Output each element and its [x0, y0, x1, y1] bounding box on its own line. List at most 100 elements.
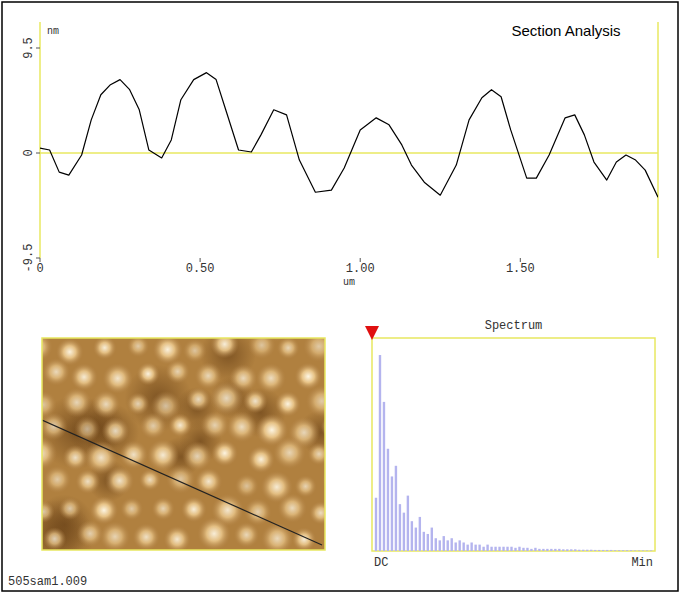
- afm-grain: [127, 392, 150, 415]
- spectrum-bar: [387, 449, 389, 551]
- frame: [2, 2, 678, 591]
- y-tick-label: 9.5: [22, 37, 36, 59]
- spectrum-bar: [618, 550, 620, 551]
- spectrum-bar: [622, 550, 624, 551]
- afm-grain: [278, 493, 307, 522]
- spectrum-bar: [614, 550, 616, 551]
- spectrum-bar: [506, 547, 508, 551]
- spectrum-bar: [439, 540, 441, 551]
- section-line: [42, 420, 322, 545]
- y-tick: [36, 48, 40, 49]
- afm-grain: [273, 436, 306, 469]
- spectrum-bar: [399, 504, 401, 551]
- afm-grain: [210, 381, 244, 415]
- plot-area: [40, 73, 658, 198]
- afm-grain: [42, 358, 70, 386]
- afm-grain: [261, 522, 293, 550]
- afm-grain: [152, 497, 175, 520]
- spectrum-bar: [578, 550, 580, 551]
- spectrum-bar: [490, 547, 492, 551]
- spectrum-bar: [443, 536, 445, 551]
- afm-grain: [166, 464, 195, 493]
- afm-grain: [42, 338, 53, 361]
- spectrum-bar: [518, 547, 520, 551]
- afm-frame: [42, 338, 325, 550]
- spectrum-bar: [395, 466, 397, 551]
- afm-grain: [164, 526, 191, 550]
- spectrum-bar: [494, 547, 496, 551]
- afm-grain: [277, 338, 300, 359]
- afm-grain: [59, 497, 82, 520]
- afm-grain: [100, 521, 131, 550]
- afm-grain: [309, 501, 325, 524]
- afm-grain: [63, 445, 88, 470]
- spectrum-bar: [391, 476, 393, 551]
- x-tick-label: 0.50: [186, 262, 215, 276]
- spectrum-bar: [482, 547, 484, 551]
- afm-grain: [105, 466, 134, 495]
- afm-grain: [195, 468, 222, 495]
- spectrum-bar: [642, 550, 644, 551]
- afm-grain: [168, 413, 192, 437]
- afm-grain: [137, 362, 160, 385]
- afm-grain: [248, 338, 276, 359]
- afm-grain: [183, 339, 207, 363]
- dc-marker: [365, 326, 379, 340]
- afm-grain: [44, 466, 72, 494]
- afm-grain: [92, 390, 120, 418]
- spectrum-bar: [638, 550, 640, 551]
- x-tick-label: 1.00: [346, 262, 375, 276]
- spectrum-bar: [574, 549, 576, 551]
- afm-grain: [211, 440, 238, 467]
- afm-grain: [166, 359, 190, 383]
- afm-grain: [70, 363, 97, 390]
- spectrum-bar: [466, 545, 468, 551]
- spectrum-bar: [383, 402, 385, 551]
- zero-line: [40, 152, 658, 154]
- file-name: 505sam1.009: [8, 575, 87, 589]
- spectrum-bar: [458, 540, 460, 551]
- x-axis-title: um: [343, 277, 355, 288]
- spectrum-bar: [538, 549, 540, 551]
- spectrum-frame: [372, 338, 655, 551]
- afm-grain: [133, 523, 160, 550]
- afm-grain: [303, 338, 325, 362]
- spectrum-bar: [534, 548, 536, 551]
- axis-right: [657, 22, 659, 258]
- axis-left: [39, 22, 41, 258]
- afm-grain: [120, 497, 143, 520]
- spectrum-bar: [570, 549, 572, 551]
- spectrum-bar: [602, 550, 604, 551]
- afm-grain: [119, 440, 148, 469]
- spectrum-bar: [546, 549, 548, 551]
- spectrum-bar: [415, 528, 417, 551]
- afm-grain: [42, 501, 55, 523]
- afm-grain: [235, 474, 259, 498]
- y-tick: [36, 258, 40, 259]
- spectrum-bar: [598, 550, 600, 551]
- spectrum-bar: [594, 550, 596, 551]
- afm-grain: [292, 527, 316, 550]
- afm-grain: [102, 417, 129, 444]
- afm-grain: [93, 338, 117, 360]
- spectrum-bar: [554, 549, 556, 551]
- y-tick-label: 0: [22, 149, 36, 156]
- spectrum-bar: [411, 521, 413, 551]
- spectrum-bar: [514, 548, 516, 551]
- afm-image: [42, 338, 325, 550]
- afm-grain: [308, 443, 325, 466]
- spectrum-bar: [606, 550, 608, 551]
- spectrum-bar: [586, 550, 588, 551]
- afm-grain: [74, 416, 100, 442]
- spectrum-bar: [562, 549, 564, 551]
- spectrum-bar: [522, 548, 524, 551]
- spectrum-bar: [542, 549, 544, 551]
- afm-grain: [140, 412, 167, 439]
- spectrum-bar: [510, 547, 512, 551]
- spectrum-bar: [423, 532, 425, 551]
- afm-grain: [186, 387, 210, 411]
- spectrum-title: Spectrum: [485, 319, 543, 333]
- afm-grain: [42, 437, 57, 470]
- afm-grain: [77, 520, 104, 547]
- spectrum-bar: [451, 538, 453, 551]
